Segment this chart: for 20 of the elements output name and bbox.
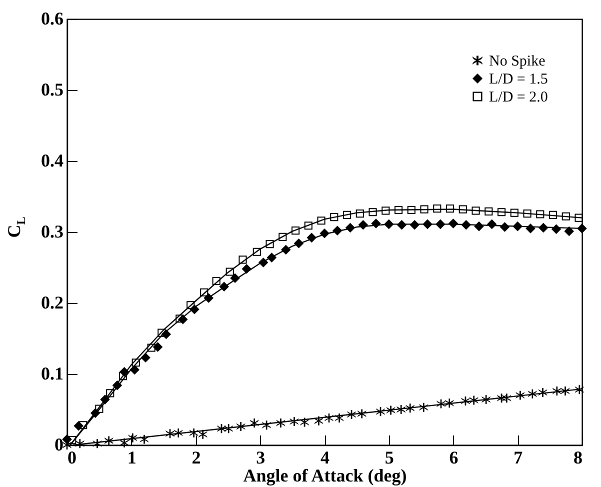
y-tick-label: 0.4 [41, 150, 64, 170]
y-tick-label: 0 [54, 434, 64, 454]
legend-label: L/D = 1.5 [489, 72, 548, 88]
x-axis-title: Angle of Attack (deg) [243, 466, 407, 486]
x-tick-label: 8 [574, 448, 582, 468]
x-tick-label: 3 [256, 448, 266, 468]
y-tick-label: 0.1 [41, 364, 64, 384]
x-tick-label: 4 [320, 448, 330, 468]
y-tick-label: 0.2 [41, 292, 64, 312]
y-tick-label: 0.3 [41, 222, 64, 242]
x-tick-label: 7 [514, 448, 523, 468]
legend-label: L/D = 2.0 [489, 90, 548, 106]
x-tick-label: 2 [192, 448, 201, 468]
x-tick-label: 5 [384, 448, 394, 468]
x-tick-label: 1 [127, 448, 136, 468]
y-tick-label: 0.5 [41, 80, 64, 100]
x-tick-label: 6 [449, 448, 458, 468]
legend-label: No Spike [489, 54, 546, 70]
x-tick-label: 0 [68, 448, 76, 468]
y-tick-label: 0.6 [41, 8, 64, 28]
